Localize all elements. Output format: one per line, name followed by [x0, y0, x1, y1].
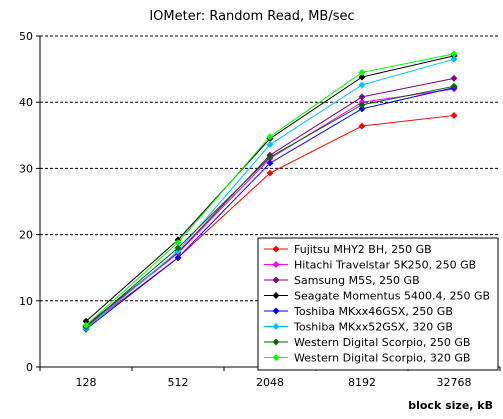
- x-tick-label: 32768: [437, 376, 472, 389]
- data-point: [174, 254, 182, 262]
- x-axis-title: block size, kB: [408, 399, 493, 412]
- data-point: [450, 55, 458, 63]
- y-tick-label: 30: [19, 162, 33, 175]
- data-point: [82, 321, 90, 329]
- y-tick-label: 50: [19, 30, 33, 43]
- data-point: [450, 50, 458, 58]
- legend-item: Western Digital Scorpio, 250 GB: [264, 336, 470, 349]
- legend-label: Western Digital Scorpio, 250 GB: [294, 336, 470, 349]
- data-point: [358, 105, 366, 113]
- x-tick-label: 512: [168, 376, 189, 389]
- data-point: [358, 93, 366, 101]
- legend-item: Fujitsu MHY2 BH, 250 GB: [264, 243, 432, 256]
- legend-label: Western Digital Scorpio, 320 GB: [294, 352, 470, 365]
- x-tick-label: 128: [76, 376, 97, 389]
- data-point: [450, 82, 458, 90]
- legend-swatch-marker: [272, 276, 280, 284]
- legend-item: Toshiba MKxx52GSX, 320 GB: [264, 321, 453, 334]
- series-5: [82, 55, 458, 333]
- legend-label: Toshiba MKxx52GSX, 320 GB: [293, 321, 453, 334]
- data-point: [450, 111, 458, 119]
- legend: Fujitsu MHY2 BH, 250 GB Hitachi Travelsta…: [257, 237, 499, 371]
- series-group: [82, 50, 458, 333]
- chart-title: IOMeter: Random Read, MB/sec: [149, 9, 354, 24]
- data-point: [174, 238, 182, 247]
- legend-item: Toshiba MKxx46GSX, 250 GB: [264, 305, 453, 318]
- y-tick-label: 0: [26, 361, 33, 374]
- data-point: [266, 153, 274, 161]
- legend-swatch-marker: [272, 322, 280, 331]
- data-point: [358, 122, 366, 130]
- legend-swatch-marker: [272, 291, 280, 300]
- legend-box: [257, 237, 499, 371]
- legend-swatch-marker: [272, 338, 280, 346]
- legend-swatch-marker: [272, 307, 280, 315]
- data-point: [174, 244, 182, 252]
- y-tick-label: 40: [19, 96, 33, 109]
- legend-swatch-marker: [272, 245, 280, 253]
- x-tick-label: 8192: [348, 376, 376, 389]
- data-point: [358, 101, 366, 109]
- legend-item: Hitachi Travelstar 5K250, 250 GB: [264, 259, 476, 272]
- data-point: [358, 73, 366, 81]
- legend-label: Seagate Momentus 5400.4, 250 GB: [294, 290, 490, 303]
- legend-item: Samsung M5S, 250 GB: [264, 274, 420, 287]
- data-point: [266, 169, 274, 177]
- legend-swatch-marker: [272, 260, 280, 269]
- y-tick-label: 10: [19, 295, 33, 308]
- series-7: [82, 50, 458, 329]
- legend-label: Fujitsu MHY2 BH, 250 GB: [294, 243, 432, 256]
- legend-item: Seagate Momentus 5400.4, 250 GB: [264, 290, 490, 303]
- data-point: [358, 68, 366, 76]
- data-point: [450, 74, 458, 82]
- legend-swatch-marker: [272, 353, 280, 362]
- data-point: [266, 141, 274, 149]
- legend-item: Western Digital Scorpio, 320 GB: [264, 352, 470, 365]
- data-point: [358, 81, 366, 89]
- x-tick-label: 2048: [256, 376, 284, 389]
- y-tick-label: 20: [19, 229, 33, 242]
- legend-label: Samsung M5S, 250 GB: [294, 274, 420, 287]
- data-point: [266, 133, 274, 141]
- legend-label: Toshiba MKxx46GSX, 250 GB: [293, 305, 453, 318]
- legend-label: Hitachi Travelstar 5K250, 250 GB: [294, 259, 476, 272]
- data-point: [266, 159, 274, 167]
